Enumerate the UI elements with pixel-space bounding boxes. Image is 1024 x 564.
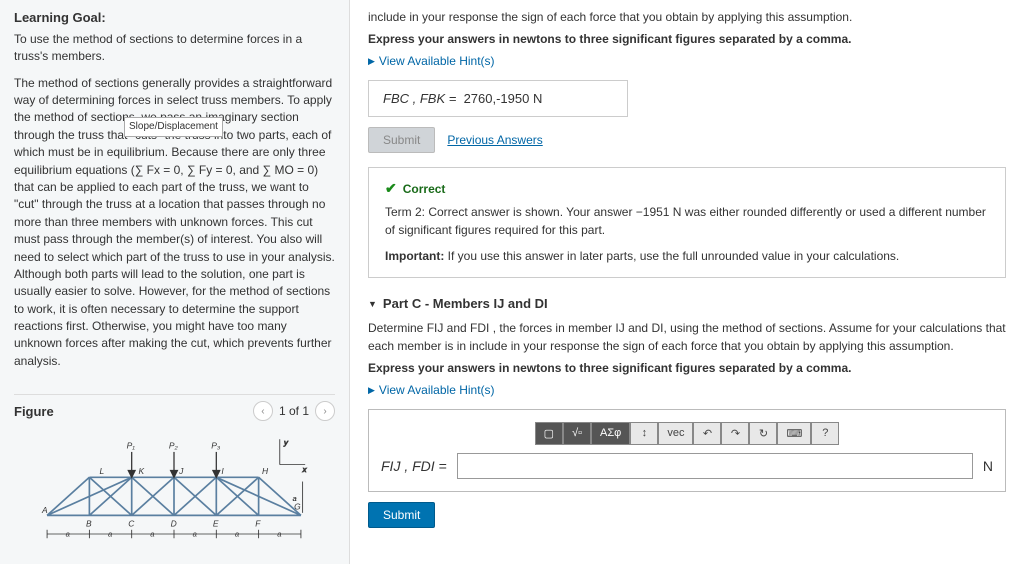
previous-answers-link[interactable]: Previous Answers xyxy=(447,133,542,147)
partc-var-label: FIJ , FDI = xyxy=(381,458,447,474)
partc-hint-text: View Available Hint(s) xyxy=(379,383,495,397)
partc-submit-button[interactable]: Submit xyxy=(368,502,435,528)
truss-diagram: P₁P₂P₃ ALK JIH G BCD EF aaa aaa y xyxy=(14,435,334,545)
feedback-term2: Term 2: Correct answer is shown. Your an… xyxy=(385,203,989,239)
partb-value: 2760,-1950 N xyxy=(464,91,543,106)
partb-hint-link[interactable]: ▶View Available Hint(s) xyxy=(368,54,1006,68)
partc-title: Part C - Members IJ and DI xyxy=(383,296,548,311)
partc-desc: Determine FIJ and FDI , the forces in me… xyxy=(368,319,1006,355)
partb-instr1: include in your response the sign of eac… xyxy=(368,8,1006,26)
partc-header[interactable]: ▼Part C - Members IJ and DI xyxy=(368,296,1006,311)
svg-text:x: x xyxy=(302,465,308,474)
partc-hint-link[interactable]: ▶View Available Hint(s) xyxy=(368,383,1006,397)
partb-submit-button: Submit xyxy=(368,127,435,153)
math-toolbar: ▢ √▫ ΑΣφ ↕ vec ↶ ↷ ↻ ⌨ ? xyxy=(381,422,993,445)
partb-vars: FBC , FBK = xyxy=(383,91,456,106)
tb-template-icon[interactable]: ▢ xyxy=(535,422,563,445)
svg-text:J: J xyxy=(178,466,184,476)
important-text: If you use this answer in later parts, u… xyxy=(444,249,899,263)
svg-text:B: B xyxy=(86,519,92,529)
svg-text:D: D xyxy=(171,519,177,529)
tooltip-slope: Slope/Displacement xyxy=(124,117,223,138)
svg-text:E: E xyxy=(213,519,219,529)
svg-text:P₁: P₁ xyxy=(127,441,136,451)
tb-sqrt-icon[interactable]: √▫ xyxy=(563,422,591,445)
partb-answer-box: FBC , FBK = 2760,-1950 N xyxy=(368,80,628,117)
tb-greek-icon[interactable]: ΑΣφ xyxy=(591,422,630,445)
svg-text:P₂: P₂ xyxy=(169,441,179,451)
partb-instr2: Express your answers in newtons to three… xyxy=(368,30,1006,48)
figure-area: P₁P₂P₃ ALK JIH G BCD EF aaa aaa y xyxy=(14,427,335,556)
partb-hint-text: View Available Hint(s) xyxy=(379,54,495,68)
feedback-box: ✔ Correct Term 2: Correct answer is shown… xyxy=(368,167,1006,278)
figure-pager-text: 1 of 1 xyxy=(279,404,309,418)
important-label: Important: xyxy=(385,249,444,263)
tb-redo-icon[interactable]: ↷ xyxy=(721,422,749,445)
tb-vec-icon[interactable]: vec xyxy=(658,422,693,445)
svg-text:H: H xyxy=(262,466,269,476)
learning-goal-text: To use the method of sections to determi… xyxy=(14,31,335,65)
svg-text:K: K xyxy=(138,466,144,476)
figure-next-button[interactable]: › xyxy=(315,401,335,421)
tb-updown-icon[interactable]: ↕ xyxy=(630,422,658,445)
figure-title: Figure xyxy=(14,404,54,419)
partc-answer-input[interactable] xyxy=(457,453,973,479)
method-text: The method of sections generally provide… xyxy=(14,75,335,371)
partc-instr2: Express your answers in newtons to three… xyxy=(368,359,1006,377)
learning-goal-title: Learning Goal: xyxy=(14,10,335,25)
answer-input-panel: ▢ √▫ ΑΣφ ↕ vec ↶ ↷ ↻ ⌨ ? FIJ , FDI = N xyxy=(368,409,1006,492)
svg-text:A: A xyxy=(41,505,48,515)
partc-unit: N xyxy=(983,458,993,474)
correct-label: Correct xyxy=(403,182,446,196)
svg-text:I: I xyxy=(221,466,224,476)
check-icon: ✔ xyxy=(385,180,397,197)
tb-undo-icon[interactable]: ↶ xyxy=(693,422,721,445)
tb-reset-icon[interactable]: ↻ xyxy=(749,422,777,445)
tb-help-icon[interactable]: ? xyxy=(811,422,839,445)
tb-keyboard-icon[interactable]: ⌨ xyxy=(777,422,811,445)
svg-text:L: L xyxy=(100,466,105,476)
svg-text:C: C xyxy=(128,519,135,529)
figure-prev-button[interactable]: ‹ xyxy=(253,401,273,421)
svg-text:y: y xyxy=(283,438,289,447)
svg-text:F: F xyxy=(255,519,261,529)
svg-text:P₃: P₃ xyxy=(211,441,221,451)
svg-text:a: a xyxy=(292,494,296,503)
